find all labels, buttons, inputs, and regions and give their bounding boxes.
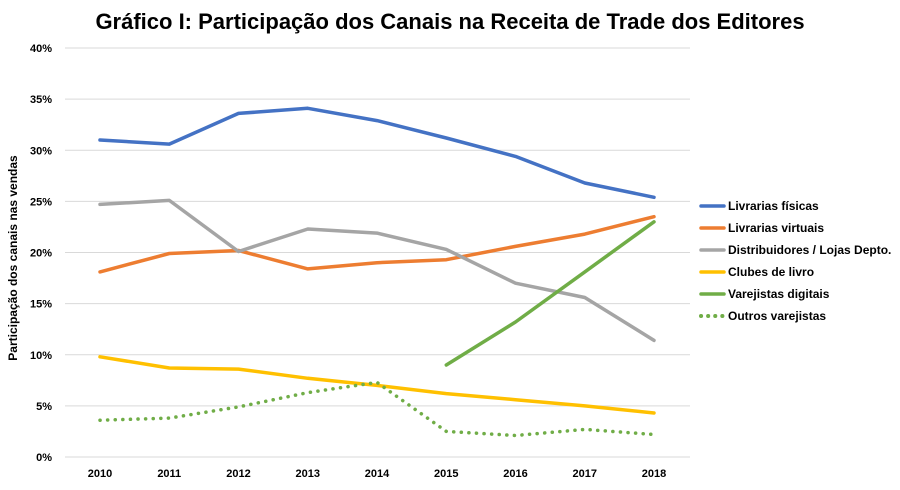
legend-label-0: Livrarias físicas: [728, 199, 819, 213]
chart-title: Gráfico I: Participação dos Canais na Re…: [95, 9, 804, 34]
legend-label-5: Outros varejistas: [728, 309, 826, 323]
x-tick-label: 2018: [642, 468, 666, 480]
legend-label-3: Clubes de livro: [728, 265, 814, 279]
y-tick-label: 0%: [36, 452, 52, 464]
x-tick-label: 2013: [296, 468, 320, 480]
y-tick-label: 30%: [30, 145, 52, 157]
series-line-4: [444, 220, 656, 367]
series-line-2: [98, 198, 656, 343]
x-tick-label: 2016: [503, 468, 527, 480]
series-lines: [98, 106, 656, 438]
legend: Livrarias físicas Livrarias virtuais Distr…: [699, 199, 891, 323]
legend-label-2: Distribuidores / Lojas Depto.: [728, 243, 891, 257]
x-tick-label: 2010: [88, 468, 112, 480]
y-tick-label: 40%: [30, 43, 52, 55]
x-tick-label: 2011: [157, 468, 181, 480]
x-tick-label: 2015: [434, 468, 458, 480]
series-line-1: [98, 214, 656, 274]
y-tick-label: 5%: [36, 401, 52, 413]
legend-label-4: Varejistas digitais: [728, 287, 830, 301]
y-tick-label: 35%: [30, 94, 52, 106]
y-tick-label: 20%: [30, 248, 52, 260]
x-axis-ticks: 2010 2011 2012 2013 2014 2015 2016 2017 2018: [88, 468, 666, 480]
x-tick-label: 2014: [365, 468, 390, 480]
y-tick-label: 10%: [30, 350, 52, 362]
y-axis-ticks: 0% 5% 10% 15% 20% 25% 30% 35% 40%: [30, 43, 52, 464]
x-tick-label: 2017: [573, 468, 597, 480]
y-tick-label: 25%: [30, 196, 52, 208]
legend-label-1: Livrarias virtuais: [728, 221, 824, 235]
y-axis-label: Participação dos canais nas vendas: [6, 155, 20, 361]
series-line-5: [98, 380, 656, 438]
y-tick-label: 15%: [30, 299, 52, 311]
gridlines: [65, 47, 690, 458]
series-line-0: [98, 106, 656, 200]
x-tick-label: 2012: [226, 468, 250, 480]
series-line-3: [98, 355, 656, 415]
